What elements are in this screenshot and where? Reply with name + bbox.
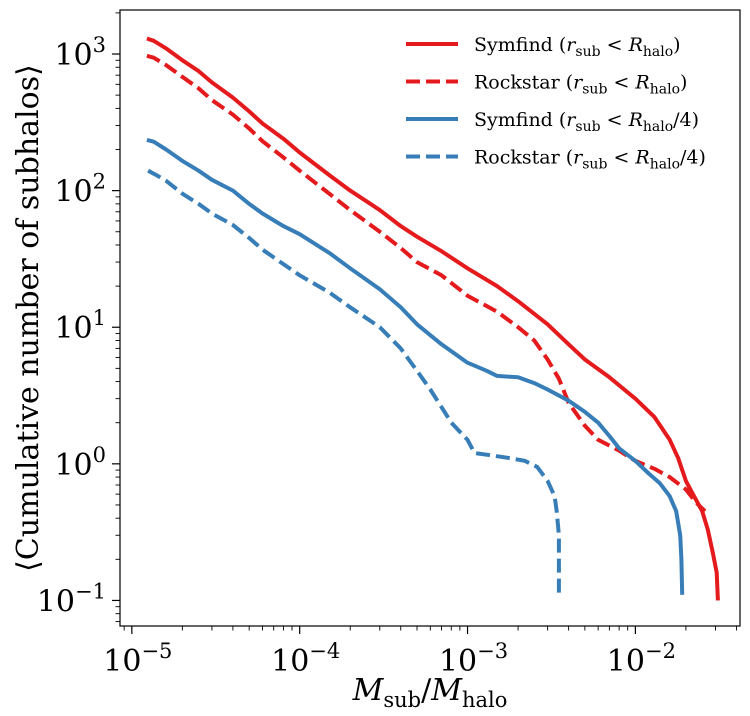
series-line-1 bbox=[146, 36, 720, 601]
plot-lines bbox=[146, 36, 720, 601]
legend-label-2: Rockstar (rsub < Rhalo) bbox=[474, 72, 687, 98]
series-line-4 bbox=[147, 168, 561, 595]
y-tick-label: 102 bbox=[54, 170, 106, 210]
y-tick-label: 103 bbox=[54, 33, 106, 73]
y-tick-label: 10−1 bbox=[37, 579, 106, 619]
y-axis-title: ⟨Cumulative number of subhalos⟩ bbox=[11, 64, 46, 572]
legend: Symfind (rsub < Rhalo) Rockstar (rsub < R… bbox=[406, 34, 706, 173]
y-tick-label: 100 bbox=[54, 443, 106, 483]
legend-label-4: Rockstar (rsub < Rhalo/4) bbox=[474, 147, 706, 173]
series-line-2 bbox=[146, 53, 707, 513]
legend-label-3: Symfind (rsub < Rhalo/4) bbox=[474, 109, 699, 135]
series-line-3 bbox=[146, 137, 685, 595]
x-tick-label: 10−5 bbox=[103, 639, 172, 679]
axis-ticks bbox=[112, 12, 737, 634]
axis-tick-labels: 10−5 10−4 10−3 10−2 10−1 100 101 102 103 bbox=[37, 33, 676, 679]
x-tick-label: 10−3 bbox=[439, 639, 508, 679]
x-tick-label: 10−2 bbox=[607, 639, 676, 679]
y-tick-label: 101 bbox=[54, 306, 106, 346]
x-axis-title: Msub/Mhalo bbox=[352, 673, 508, 712]
x-tick-label: 10−4 bbox=[271, 639, 340, 679]
legend-label-1: Symfind (rsub < Rhalo) bbox=[474, 34, 681, 60]
